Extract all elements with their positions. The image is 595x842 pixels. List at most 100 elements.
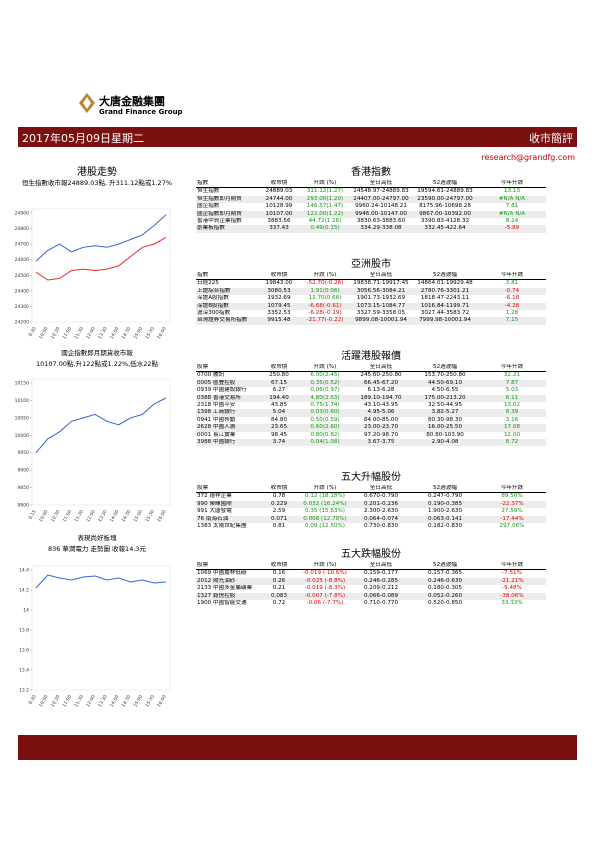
table-cell: -6.68(-0.61) [300, 302, 350, 311]
x-tick-label: 16:00 [156, 326, 168, 340]
table-cell: -6.18 [504, 295, 520, 302]
table-cell: 2.300-2.630 [363, 508, 399, 515]
table-cell: 0.032 (16.24%) [300, 500, 350, 509]
x-tick-label: 13:30 [97, 326, 109, 340]
table-cell: 98.45 [270, 431, 287, 438]
column-header: 今年升跌 [478, 562, 546, 571]
y-tick-label: 13.8 [19, 628, 29, 634]
column-header: 升跌 (%) [300, 364, 350, 373]
table-block: 五大跌幅股份 股票 收市價 升跌 (%) 全日高低 52週波幅 今年升跌 1069 中國農林低… [196, 548, 546, 607]
table-cell: 7.15 [478, 317, 546, 325]
table-cell: 2318 中國平安 [197, 402, 236, 409]
table-cell: 24889.03 [265, 188, 293, 195]
table-cell: 0.229 [258, 500, 300, 509]
table-cell: 0.16 [272, 570, 286, 577]
table-cell: 3352.53 [267, 310, 291, 317]
table-cell: 19838.71-19917.45 [353, 280, 409, 287]
table-cell: 10107.00 [258, 210, 300, 219]
table-cell: 6.27 [272, 387, 286, 394]
date: 2017年05月09日星期二 [22, 132, 144, 145]
column-header: 升跌 (%) [300, 562, 350, 571]
table-row: 991 大唐發電 2.59 0.35 (15.63%) 2.300-2.630 1.90… [196, 508, 546, 515]
column-header: 今年升跌 [478, 272, 546, 281]
table-cell: 23590.00-24797.00 [412, 195, 478, 204]
table-row: 0700 騰訊 250.80 6.00(2.45) 245.60-250.80 153.… [196, 372, 546, 380]
x-tick-label: 16:00 [156, 694, 168, 708]
plot-frame [31, 565, 171, 691]
y-tick-label: 13.2 [19, 688, 29, 694]
table: 股票 收市價 升跌 (%) 全日高低 52週波幅 今年升跌 372 德祥企業 0.78 0.12… [196, 485, 546, 530]
x-tick-label: 13:30 [97, 509, 109, 523]
table-cell: 3.16 [505, 416, 519, 423]
table-cell: 0.75(1.74) [310, 402, 340, 409]
table-row: 國企指數即月期貨 10107.00 122.00(1.22) 9946.00-1014… [196, 210, 546, 219]
header-row: 股票 收市價 升跌 (%) 全日高低 52週波幅 今年升跌 [196, 364, 546, 373]
x-tick-label: 15:30 [144, 509, 156, 523]
column-header: 升跌 (%) [300, 180, 350, 189]
table-cell: 33.33% [501, 600, 523, 607]
header-band [18, 127, 577, 147]
table-cell: 9946.00-10147.00 [350, 210, 412, 219]
table-row: 創業板指數 337.43 0.49(0.15) 334.29-338.08 332.45… [196, 225, 546, 233]
y-tick-label: 24800 [15, 226, 29, 232]
table-cell: 189.10-194.70 [350, 394, 412, 403]
table-cell: 2012 陽光油砂 [196, 577, 258, 586]
table-cell: 0001 長江實業 [197, 431, 236, 438]
table-row: 2133 中國多金屬礦業 0.21 -0.019 (-8.3%) 0.209-0.21… [196, 585, 546, 592]
table-cell: 0.04(1.08) [300, 439, 350, 447]
table-cell: 0.81 [272, 523, 286, 530]
x-tick-label: 11:00 [62, 326, 74, 340]
table-cell: -0.025 (-8.8%) [300, 577, 350, 586]
table-cell: 0.071 [258, 515, 300, 524]
x-tick-label: 10:30 [50, 694, 62, 708]
table-cell: 19843.00 [265, 280, 293, 287]
table-cell: 245.60-250.80 [360, 372, 402, 379]
table-cell: 27.59% [501, 508, 523, 515]
table-row: 0001 長江實業 98.45 0.80(0.82) 97.20-98.70 80.80… [196, 432, 546, 439]
table-cell: 恒生指數即月期貨 [196, 195, 258, 204]
table-cell: 76 南海石油 [196, 515, 258, 524]
y-tick-label: 9900 [18, 468, 30, 474]
table-cell: 1383 太陽世紀集團 [197, 523, 247, 530]
y-tick-label: 10100 [15, 398, 29, 404]
x-tick-label: 14:00 [109, 694, 121, 708]
table-cell: 0005 匯豐控股 [196, 379, 258, 388]
table-cell: 0.247-0.790 [427, 493, 463, 500]
table-row: 香港中資企業指數 3883.56 44.72(1.16) 3830.63-3883.6… [196, 218, 546, 225]
header-row: 股票 收市價 升跌 (%) 全日高低 52週波幅 今年升跌 [196, 485, 546, 494]
table-cell: 1073.15-1084.77 [350, 302, 412, 311]
y-tick-label: 10050 [15, 415, 29, 421]
table-cell: 19594.61-24889.83 [417, 188, 473, 195]
table-cell: 上證綜合指數 [196, 287, 258, 296]
table-cell: 44.50-69.10 [412, 379, 478, 388]
table-cell: 89.50% [501, 493, 523, 500]
table-cell: 0.063-0.141 [412, 515, 478, 524]
table-row: 1069 中國農林低碳 0.16 -0.019 (-10.6%) 0.159-0.17… [196, 570, 546, 578]
table-cell: 9915.48 [258, 317, 300, 325]
table-cell: 80.30-98.30 [427, 416, 463, 423]
table-cell: 2133 中國多金屬礦業 [197, 585, 253, 592]
table-cell: 80.80-103.90 [426, 431, 464, 438]
table-row: 2012 陽光油砂 0.26 -0.025 (-8.8%) 0.246-0.285 0.… [196, 577, 546, 586]
table-row: 76 南海石油 0.071 0.008 (12.70%) 0.064-0.074 0.0… [196, 515, 546, 524]
table-cell: 66.45-67.20 [350, 379, 412, 388]
column-header: 今年升跌 [478, 364, 546, 373]
table-cell: 3327.59-3358.05 [356, 310, 406, 317]
x-tick-label: 11:00 [62, 694, 74, 708]
column-header: 升跌 (%) [300, 272, 350, 281]
table-cell: 0.60(2.60) [300, 424, 350, 432]
table-row: 台灣證券交易所指數 9915.48 -21.77(-0.22) 9899.08-100… [196, 317, 546, 325]
x-tick-label: 15:30 [144, 326, 156, 340]
logo-en: Grand Finance Group [99, 108, 183, 116]
table-cell: 0941 中國移動 [197, 416, 236, 423]
table-cell: 8.72 [478, 439, 546, 447]
table-cell: 3.81 [505, 280, 519, 287]
column-header: 股票 [196, 364, 258, 373]
table-cell: 12.70(0.66) [308, 295, 342, 302]
y-tick-label: 24900 [15, 211, 29, 217]
table-row: 0941 中國移動 84.80 0.50(0.59) 84.00-85.00 80.30… [196, 417, 546, 424]
table-cell: 0.083 [258, 592, 300, 601]
y-tick-label: 24700 [15, 242, 29, 248]
column-header: 收市價 [258, 180, 300, 189]
